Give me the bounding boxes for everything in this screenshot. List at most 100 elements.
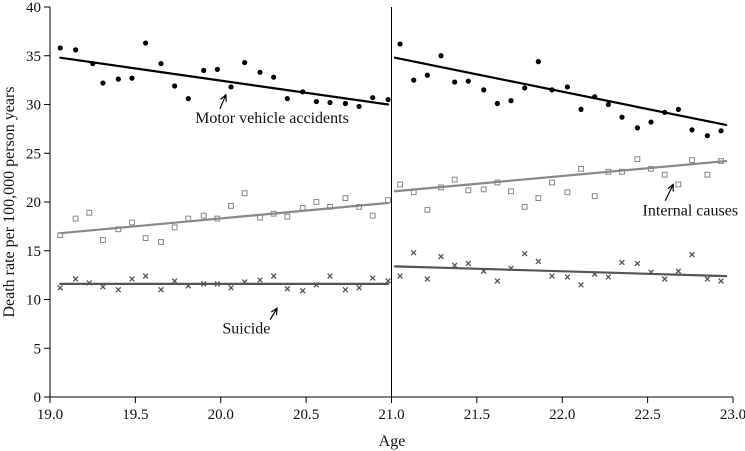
annotation-arrowhead [220, 93, 227, 102]
data-point [535, 195, 542, 201]
data-point [718, 128, 724, 134]
data-point [397, 41, 403, 47]
data-point [257, 214, 263, 221]
data-point [494, 100, 500, 107]
data-point [214, 66, 220, 72]
data-point [465, 78, 471, 84]
x-tick-label: 23.0 [720, 407, 745, 423]
x-tick-label: 21.5 [464, 407, 490, 423]
data-point [634, 156, 641, 162]
data-point [410, 189, 417, 196]
data-point [578, 165, 584, 172]
y-tick-label: 30 [26, 98, 41, 114]
data-point [129, 219, 135, 226]
data-point [591, 271, 598, 278]
data-point [90, 60, 96, 67]
data-point [370, 95, 376, 101]
data-point [327, 203, 333, 210]
data-point [143, 40, 149, 46]
data-point [675, 268, 682, 275]
x-tick-label: 19.5 [122, 407, 148, 423]
data-point [257, 69, 263, 75]
data-point [284, 213, 291, 220]
data-point [115, 226, 122, 233]
data-point [397, 273, 403, 279]
data-point [521, 250, 528, 257]
data-point [356, 203, 362, 210]
data-point [424, 72, 430, 78]
data-point [86, 280, 93, 286]
data-point [369, 275, 376, 281]
data-point [648, 165, 654, 172]
data-point [605, 101, 611, 108]
data-point [115, 76, 121, 82]
data-point [57, 284, 64, 291]
data-point [605, 274, 612, 280]
annotations: Motor vehicle accidents Internal causes Su… [195, 93, 739, 338]
data-point [648, 119, 654, 125]
annotation-arrow [269, 307, 278, 320]
fit-lines [59, 56, 728, 285]
data-point [57, 45, 63, 51]
data-point [158, 286, 164, 293]
annotation-label: Internal causes [643, 203, 739, 220]
data-point [451, 262, 458, 269]
data-point [342, 100, 348, 107]
data-point [508, 188, 514, 195]
data-point [342, 286, 349, 293]
data-point [115, 286, 122, 293]
data-point [228, 84, 234, 90]
data-point [619, 259, 625, 266]
data-point [704, 171, 711, 178]
data-point [605, 168, 612, 175]
data-point [689, 157, 695, 163]
data-point [522, 85, 528, 91]
data-point [299, 204, 306, 211]
x-tick-label: 20.0 [208, 407, 234, 423]
data-point [549, 87, 555, 93]
data-point [438, 53, 444, 59]
data-point [257, 277, 263, 283]
data-point [100, 283, 106, 290]
data-point [241, 279, 248, 285]
data-point [185, 282, 192, 289]
data-point [284, 96, 290, 102]
data-point [578, 282, 584, 288]
data-point [242, 59, 248, 66]
data-point [185, 215, 192, 222]
data-point [228, 284, 234, 291]
data-point [718, 278, 724, 284]
y-tick-label: 0 [34, 390, 42, 406]
annotation-arrow [664, 184, 674, 201]
data-point [438, 184, 444, 191]
annotation-label: Motor vehicle accidents [195, 110, 349, 127]
annotation-arrow [219, 94, 227, 110]
fit-line [393, 265, 728, 278]
data-points [57, 40, 724, 294]
data-point [661, 276, 668, 282]
data-point [410, 249, 417, 256]
data-point [689, 251, 695, 258]
data-point [634, 260, 641, 267]
data-point [356, 103, 362, 110]
data-point [591, 193, 598, 200]
x-tick-label: 20.5 [293, 407, 319, 423]
data-point [200, 212, 207, 219]
data-point [508, 98, 514, 104]
data-point [424, 206, 431, 213]
data-point [171, 278, 178, 284]
x-axis-title: Age [379, 433, 406, 450]
data-point [675, 181, 682, 188]
data-point [270, 210, 277, 217]
data-point [535, 258, 542, 265]
data-point [172, 83, 178, 89]
data-point [481, 87, 487, 93]
fit-line [59, 56, 390, 106]
data-point [385, 197, 391, 203]
y-axis-title: Death rate per 100,000 person years [1, 86, 18, 317]
data-point [327, 99, 333, 106]
data-point [342, 195, 349, 201]
data-point [480, 268, 487, 275]
data-point [465, 260, 472, 267]
